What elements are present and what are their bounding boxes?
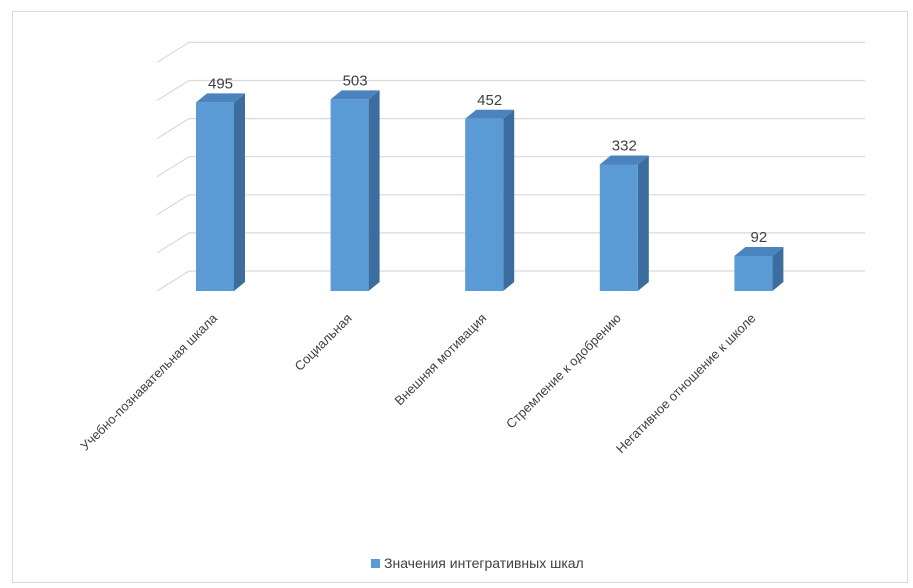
gridline-diagonal — [156, 79, 190, 102]
bar-front — [734, 255, 773, 291]
gridline-diagonal — [156, 232, 190, 254]
data-label: 503 — [343, 72, 368, 89]
gridlines — [156, 41, 865, 292]
data-label: 452 — [477, 92, 502, 109]
data-label: 332 — [612, 138, 637, 155]
category-label: Внешняя мотивация — [392, 311, 490, 409]
category-label: Стремление к одобрению — [503, 310, 624, 431]
bar-top — [599, 155, 649, 165]
data-label: 495 — [208, 75, 233, 92]
category-label: Учебно-познавательная шкала — [77, 310, 220, 453]
bar-side — [637, 155, 649, 291]
bar-side — [772, 246, 784, 291]
bar — [465, 109, 515, 292]
bar-side — [368, 90, 380, 292]
gridline-diagonal — [156, 194, 190, 216]
legend-swatch — [371, 559, 380, 568]
bar — [734, 246, 784, 291]
bar — [196, 93, 245, 291]
gridline-diagonal — [156, 118, 190, 140]
bar — [599, 155, 649, 291]
legend: Значения интегративных шкал — [371, 555, 584, 571]
gridline-diagonal — [156, 41, 190, 63]
category-labels: Учебно-познавательная шкала Социальная Вне… — [77, 310, 758, 456]
bar-front — [330, 99, 369, 292]
bar-side — [234, 93, 245, 291]
gridline-diagonal — [156, 270, 190, 292]
category-label: Социальная — [292, 311, 355, 374]
legend-label: Значения интегративных шкал — [384, 555, 584, 571]
bar-top — [465, 109, 515, 119]
bar-top — [196, 93, 245, 103]
chart-frame — [12, 11, 908, 583]
bar-top — [330, 90, 380, 100]
bar — [330, 90, 380, 292]
data-label: 92 — [751, 229, 768, 246]
bar-front — [599, 164, 638, 291]
bar-top — [734, 246, 784, 256]
bar-side — [503, 109, 515, 292]
gridline-diagonal — [156, 156, 190, 178]
bar-front — [465, 118, 504, 292]
bars — [196, 90, 784, 292]
category-label: Негативное отношение к школе — [613, 311, 759, 457]
data-labels: 495 503 452 332 92 — [208, 72, 767, 246]
bar-front — [196, 102, 234, 291]
